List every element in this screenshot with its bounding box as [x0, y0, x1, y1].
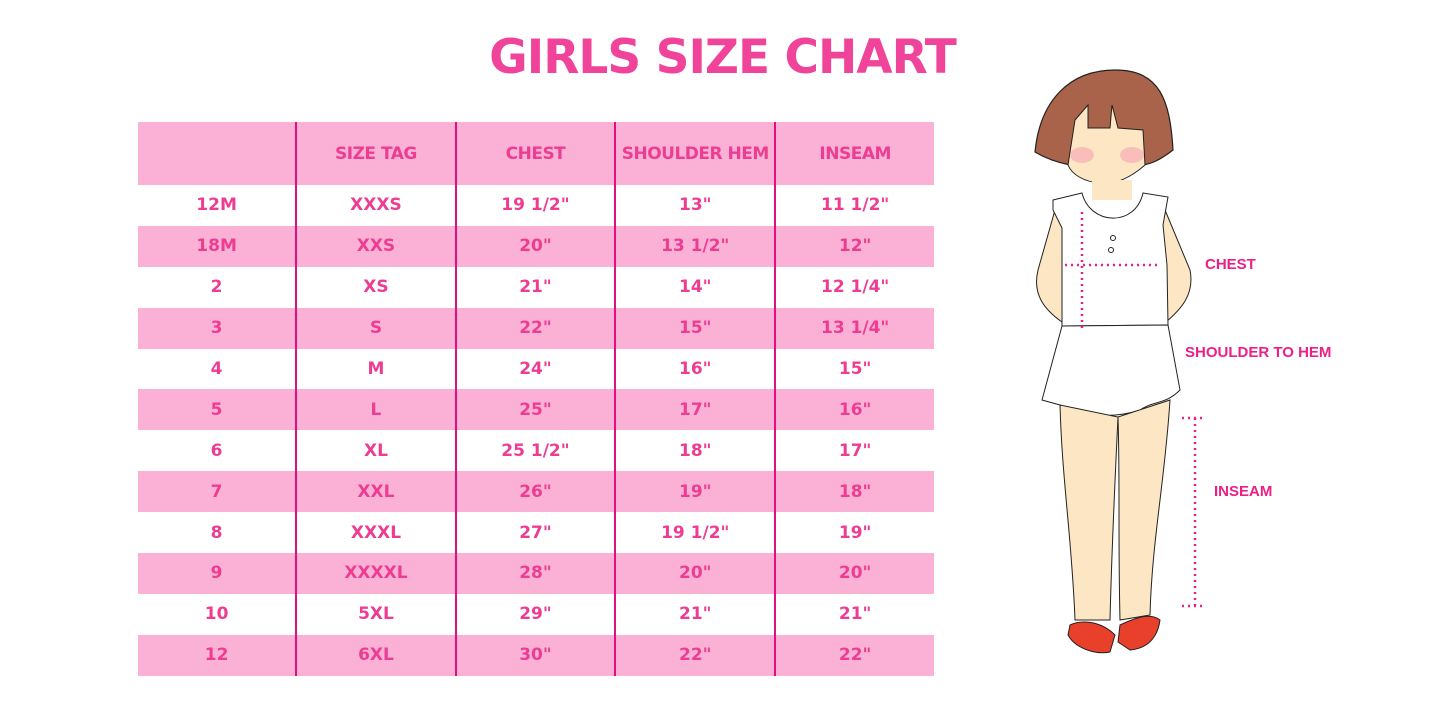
table-cell: 12M	[196, 195, 237, 216]
table-cell: 17"	[774, 430, 934, 472]
table-cell: 8	[210, 522, 223, 543]
table-cell: 24"	[454, 348, 616, 390]
table-cell: 19"	[774, 512, 934, 554]
table-cell: 20"	[774, 553, 934, 594]
table-cell: 19"	[614, 471, 776, 513]
chest-label: CHEST	[1205, 256, 1256, 273]
table-cell: 25"	[454, 389, 616, 431]
table-cell: 18"	[774, 471, 934, 513]
table-cell: 12"	[774, 225, 934, 267]
table-cell: XL	[295, 430, 456, 472]
table-cell: 20"	[614, 553, 776, 594]
table-cell: XS	[295, 266, 456, 308]
size-table: SIZE TAG CHEST SHOULDER HEM INSEAM 12M XX…	[138, 122, 934, 676]
table-cell: 28"	[454, 553, 616, 594]
shoulder-to-hem-label: SHOULDER TO HEM	[1185, 344, 1332, 361]
table-cell: 2	[210, 277, 223, 298]
table-header-row: SIZE TAG CHEST SHOULDER HEM INSEAM	[138, 122, 934, 185]
table-cell: 22"	[454, 307, 616, 349]
table-row: 6 XL 25 1/2" 18" 17"	[138, 430, 934, 472]
table-cell: 20"	[454, 225, 616, 267]
table-cell: 11 1/2"	[774, 185, 934, 226]
table-cell: 21"	[454, 266, 616, 308]
table-cell: XXS	[295, 225, 456, 267]
table-row: 12M XXXS 19 1/2" 13" 11 1/2"	[138, 185, 934, 226]
girl-illustration: CHEST SHOULDER TO HEM INSEAM	[1000, 60, 1400, 664]
header-cell: SIZE TAG	[295, 122, 456, 185]
table-cell: L	[295, 389, 456, 431]
table-cell: 30"	[454, 634, 616, 676]
table-row: 2 XS 21" 14" 12 1/4"	[138, 266, 934, 308]
header-cell: INSEAM	[774, 122, 934, 185]
table-cell: 16"	[774, 389, 934, 431]
page-title: GIRLS SIZE CHART	[489, 30, 957, 85]
table-cell: 18"	[614, 430, 776, 472]
table-cell: 13"	[614, 185, 776, 226]
table-cell: 25 1/2"	[454, 430, 616, 472]
header-cell	[138, 122, 297, 185]
table-cell: 3	[138, 307, 297, 349]
inseam-label: INSEAM	[1214, 483, 1273, 500]
header-cell: CHEST	[454, 122, 616, 185]
table-cell: 17"	[614, 389, 776, 431]
table-cell: 22"	[774, 634, 934, 676]
table-cell: XXXL	[295, 512, 456, 554]
table-cell: M	[295, 348, 456, 390]
table-row: 10 5XL 29" 21" 21"	[138, 593, 934, 635]
table-cell: 19 1/2"	[454, 185, 616, 226]
table-row: 4 M 24" 16" 15"	[138, 348, 934, 390]
table-cell: 13 1/4"	[774, 307, 934, 349]
table-cell: 10	[204, 604, 229, 625]
table-cell: 12	[138, 634, 297, 676]
table-cell: XXXS	[295, 185, 456, 226]
table-cell: 18M	[138, 225, 297, 267]
table-cell: 21"	[774, 593, 934, 635]
table-cell: 15"	[774, 348, 934, 390]
table-row: 7 XXL 26" 19" 18"	[138, 471, 934, 513]
table-cell: 27"	[454, 512, 616, 554]
table-row: 8 XXXL 27" 19 1/2" 19"	[138, 512, 934, 554]
table-cell: 22"	[614, 634, 776, 676]
table-cell: 16"	[614, 348, 776, 390]
table-cell: 15"	[614, 307, 776, 349]
table-cell: 9	[138, 553, 297, 594]
table-cell: S	[295, 307, 456, 349]
table-cell: 26"	[454, 471, 616, 513]
table-row: 12 6XL 30" 22" 22"	[138, 634, 934, 676]
table-row: 3 S 22" 15" 13 1/4"	[138, 307, 934, 349]
table-cell: 19 1/2"	[614, 512, 776, 554]
table-cell: 6XL	[295, 634, 456, 676]
table-cell: 5XL	[295, 593, 456, 635]
header-cell: SHOULDER HEM	[614, 122, 776, 185]
table-cell: 29"	[454, 593, 616, 635]
table-cell: 13 1/2"	[614, 225, 776, 267]
table-cell: 7	[138, 471, 297, 513]
table-cell: 21"	[614, 593, 776, 635]
table-cell: 4	[210, 359, 223, 379]
table-cell: 5	[138, 389, 297, 431]
table-cell: 12 1/4"	[774, 266, 934, 308]
table-cell: XXL	[295, 471, 456, 513]
table-row: 18M XXS 20" 13 1/2" 12"	[138, 225, 934, 267]
table-row: 9 XXXXL 28" 20" 20"	[138, 553, 934, 594]
table-row: 5 L 25" 17" 16"	[138, 389, 934, 431]
table-cell: 14"	[614, 266, 776, 308]
table-cell: XXXXL	[295, 553, 456, 594]
table-cell: 6	[210, 440, 223, 461]
